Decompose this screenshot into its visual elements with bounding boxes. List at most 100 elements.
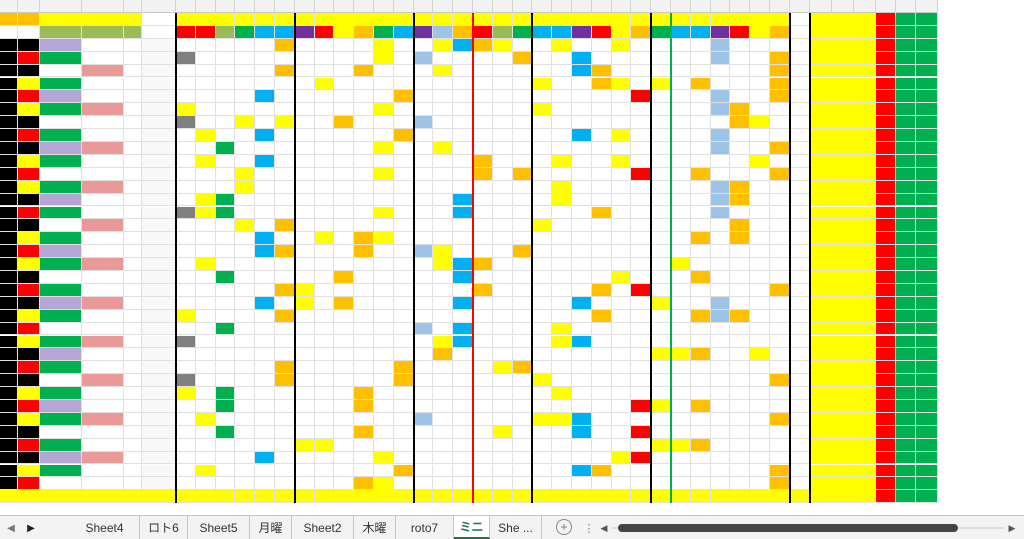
cell-ac[interactable] <box>611 335 632 349</box>
cell-c[interactable] <box>40 296 82 310</box>
cell-ak[interactable] <box>770 51 790 65</box>
cell-aj[interactable] <box>750 64 770 78</box>
cell-aq[interactable] <box>895 219 916 233</box>
cell-x[interactable] <box>512 103 533 117</box>
cell-a[interactable] <box>0 90 18 104</box>
cell-ad[interactable] <box>631 51 652 65</box>
cell-ad[interactable] <box>631 438 652 452</box>
cell-am[interactable] <box>809 206 832 220</box>
cell-b[interactable] <box>18 451 40 465</box>
cell-p[interactable] <box>354 309 374 323</box>
cell-n[interactable] <box>314 438 335 452</box>
cell-i[interactable] <box>215 271 236 284</box>
cell-j[interactable] <box>235 412 256 426</box>
cell-s[interactable] <box>413 206 434 220</box>
cell-g[interactable] <box>176 412 196 426</box>
cell-n[interactable] <box>314 400 335 413</box>
cell-r[interactable] <box>393 374 414 388</box>
more-options-icon[interactable]: ⋮ <box>583 522 595 535</box>
cell-am[interactable] <box>809 361 832 375</box>
cell-ap[interactable] <box>875 154 896 168</box>
cell-g[interactable] <box>176 180 196 194</box>
cell-al[interactable] <box>789 38 810 52</box>
cell-ag[interactable] <box>690 154 711 168</box>
cell-r[interactable] <box>393 245 414 259</box>
cell-n[interactable] <box>314 309 335 323</box>
cell-ah[interactable] <box>710 129 731 142</box>
cell-e[interactable] <box>124 116 142 130</box>
cell-ae[interactable] <box>651 412 671 426</box>
cell-ak[interactable] <box>770 245 790 259</box>
cell-f[interactable] <box>142 38 176 52</box>
cell-v[interactable] <box>473 464 493 478</box>
cell-ag[interactable] <box>690 464 711 478</box>
cell-aj[interactable] <box>750 451 770 465</box>
cell-ah[interactable] <box>710 271 731 284</box>
column-header-n[interactable] <box>314 0 335 13</box>
cell-u[interactable] <box>453 361 473 375</box>
column-header-y[interactable] <box>532 0 553 13</box>
cell-h[interactable] <box>195 387 216 400</box>
cell-p[interactable] <box>354 477 374 491</box>
cell-h[interactable] <box>195 374 216 388</box>
cell-am[interactable] <box>809 438 832 452</box>
column-header-am[interactable] <box>809 0 832 13</box>
cell-k[interactable] <box>255 283 275 297</box>
cell-z[interactable] <box>552 232 572 246</box>
cell-y[interactable] <box>532 64 553 78</box>
cell-z[interactable] <box>552 322 572 336</box>
cell-d[interactable] <box>82 361 124 375</box>
cell-t[interactable] <box>433 348 454 362</box>
cell-o[interactable] <box>334 167 355 181</box>
cell-e[interactable] <box>124 219 142 233</box>
cell-l[interactable] <box>275 412 295 426</box>
cell-b[interactable] <box>18 219 40 233</box>
cell-l[interactable] <box>275 271 295 284</box>
cell-e[interactable] <box>124 271 142 284</box>
cell-v[interactable] <box>473 232 493 246</box>
cell-h[interactable] <box>195 77 216 91</box>
cell-v[interactable] <box>473 425 493 439</box>
cell-s[interactable] <box>413 374 434 388</box>
cell-f[interactable] <box>142 361 176 375</box>
cell-ae[interactable] <box>651 464 671 478</box>
cell-an[interactable] <box>831 283 854 297</box>
cell-am[interactable] <box>809 154 832 168</box>
cell-w[interactable] <box>492 180 513 194</box>
cell-c[interactable] <box>40 167 82 181</box>
column-header-x[interactable] <box>512 0 533 13</box>
cell-j[interactable] <box>235 374 256 388</box>
cell-aq[interactable] <box>895 90 916 104</box>
cell-an[interactable] <box>831 309 854 323</box>
cell-o[interactable] <box>334 38 355 52</box>
cell-ar[interactable] <box>915 464 938 478</box>
cell-x[interactable] <box>512 374 533 388</box>
cell-am[interactable] <box>809 64 832 78</box>
cell-aj[interactable] <box>750 206 770 220</box>
cell-aq[interactable] <box>895 206 916 220</box>
cell-ah[interactable] <box>710 193 731 207</box>
cell-af[interactable] <box>671 258 691 271</box>
cell-an[interactable] <box>831 387 854 400</box>
cell-s[interactable] <box>413 296 434 310</box>
cell-ap[interactable] <box>875 245 896 259</box>
cell-aa[interactable] <box>572 167 592 181</box>
cell-ak[interactable] <box>770 154 790 168</box>
cell-c[interactable] <box>40 400 82 413</box>
cell-ar[interactable] <box>915 374 938 388</box>
scroll-left-arrow-icon[interactable]: ◀ <box>600 522 608 533</box>
cell-v[interactable] <box>473 206 493 220</box>
cell-ai[interactable] <box>730 464 751 478</box>
cell-l[interactable] <box>275 193 295 207</box>
cell-e[interactable] <box>124 193 142 207</box>
cell-i[interactable] <box>215 154 236 168</box>
cell-i[interactable] <box>215 167 236 181</box>
column-header-i[interactable] <box>215 0 236 13</box>
cell-ae[interactable] <box>651 361 671 375</box>
cell-q[interactable] <box>374 271 394 284</box>
cell-b[interactable] <box>18 154 40 168</box>
cell-z[interactable] <box>552 51 572 65</box>
cell-ae[interactable] <box>651 116 671 130</box>
cell-an[interactable] <box>831 361 854 375</box>
cell-f[interactable] <box>142 438 176 452</box>
